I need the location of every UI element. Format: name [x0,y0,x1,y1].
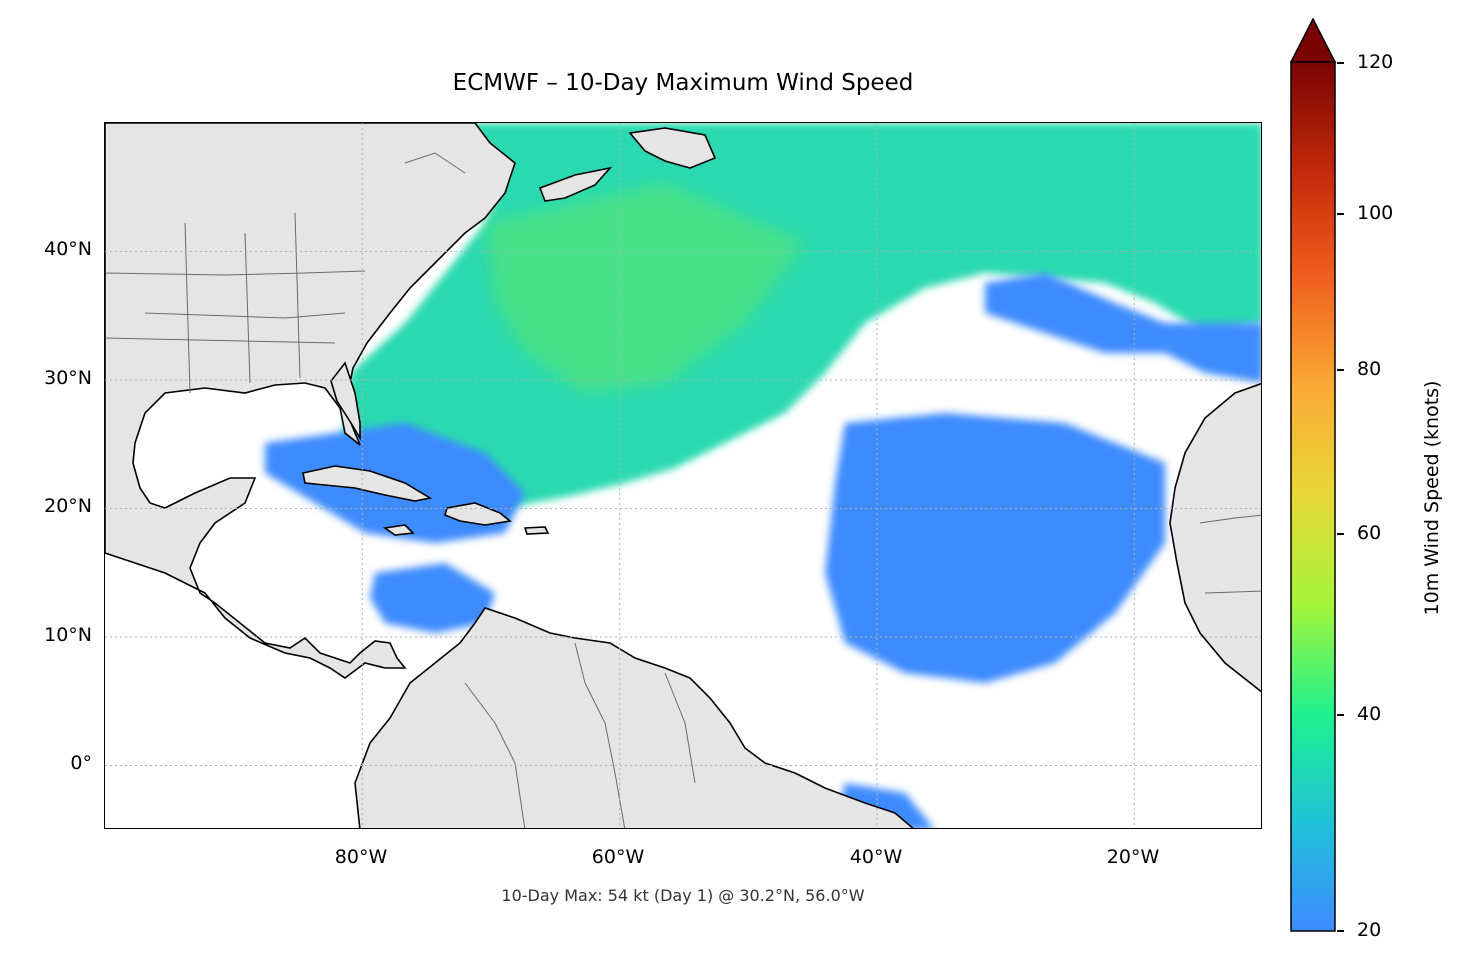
colorbar-gradient [1289,17,1337,932]
cbar-tick-80 [1337,369,1344,371]
jamaica [382,524,415,536]
cbar-label-100: 100 [1357,202,1394,224]
cbar-label-80: 80 [1357,358,1382,380]
puerto-rico [523,526,550,535]
lat-label-40n: 40°N [44,238,92,260]
cbar-tick-60 [1337,533,1344,535]
cbar-label-120: 120 [1357,51,1394,73]
newfoundland [628,127,717,169]
lat-label-30n: 30°N [44,367,92,389]
north-america [105,123,516,679]
cbar-label-20: 20 [1357,919,1382,941]
colorbar-extend-arrow [1289,17,1337,63]
max-wind-footnote: 10-Day Max: 54 kt (Day 1) @ 30.2°N, 56.0… [501,886,865,905]
colorbar-title: 10m Wind Speed (knots) [1421,380,1443,616]
lat-label-20n: 20°N [44,495,92,517]
florida [330,361,361,441]
cbar-tick-100 [1337,213,1344,215]
wind-patch-caribbean [370,563,495,633]
cbar-tick-40 [1337,714,1344,716]
lat-label-0: 0° [70,752,92,774]
wind-map [105,123,1261,828]
wind-band-core [485,183,805,393]
lon-label-60w: 60°W [591,846,645,868]
south-america [354,607,914,828]
land [105,123,1261,828]
wind-field [265,123,1261,828]
cbar-tick-20 [1337,930,1344,932]
colorbar-body [1290,61,1336,932]
africa [1169,382,1261,693]
wind-patch-northeast [985,273,1261,383]
wind-patch-east [825,413,1165,683]
cbar-label-40: 40 [1357,703,1382,725]
gridlines [105,123,1261,828]
lon-label-20w: 20°W [1106,846,1160,868]
lat-label-10n: 10°N [44,624,92,646]
lon-label-80w: 80°W [334,846,388,868]
cbar-label-60: 60 [1357,522,1382,544]
lon-label-40w: 40°W [849,846,903,868]
cuba [302,465,433,502]
borders [105,152,1261,828]
nova-scotia [538,166,613,202]
cbar-tick-120 [1337,62,1344,64]
colorbar [1289,17,1337,933]
map-title: ECMWF – 10-Day Maximum Wind Speed [452,70,914,96]
map-panel[interactable] [104,122,1262,829]
